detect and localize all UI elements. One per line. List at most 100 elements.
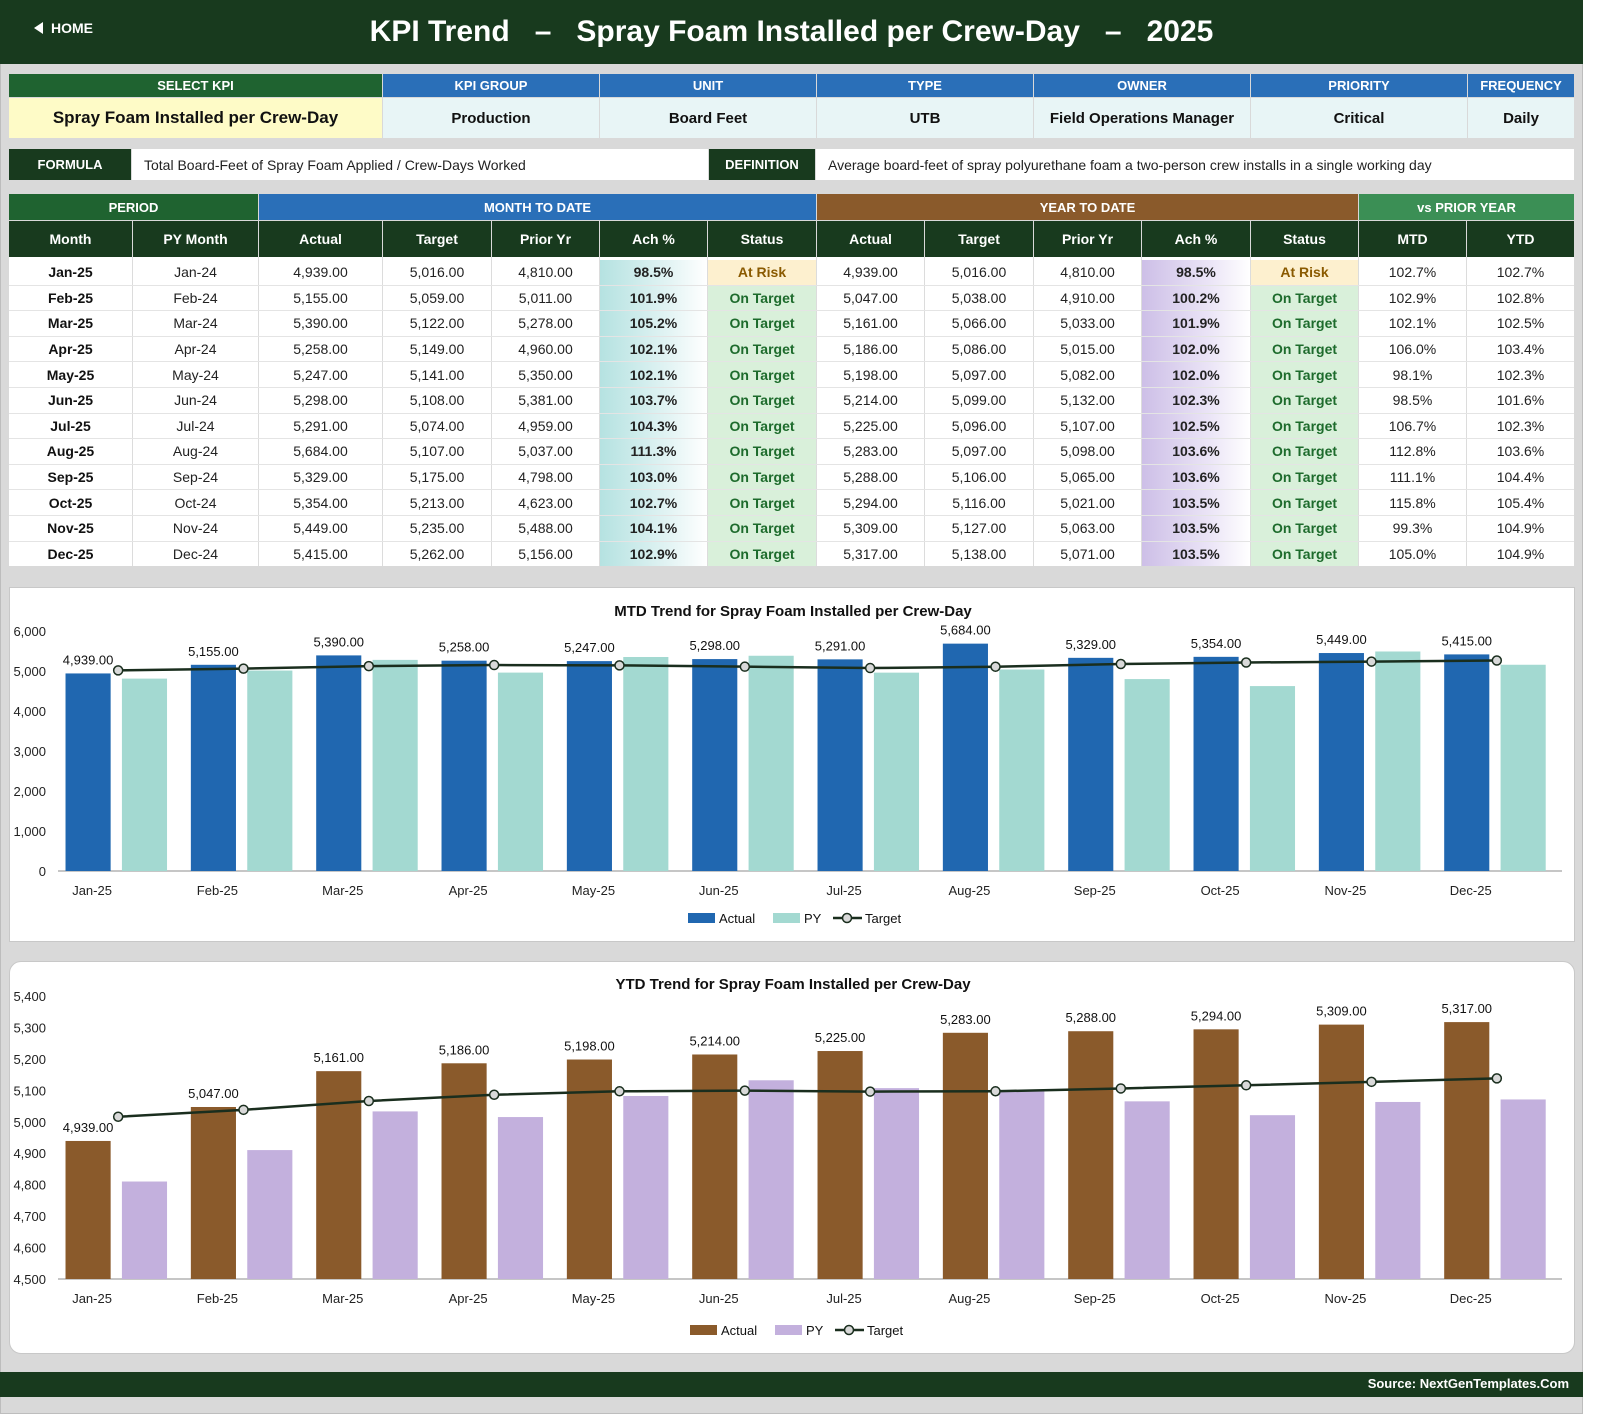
table-cell: 104.4% xyxy=(1496,469,1545,486)
table-cell: 5,016.00 xyxy=(951,264,1007,281)
table-cell: 103.5% xyxy=(1142,490,1250,515)
actual-data-label: 5,258.00 xyxy=(439,640,490,655)
table-cell: 115.8% xyxy=(1389,494,1436,511)
mtd-trend-chart: MTD Trend for Spray Foam Installed per C… xyxy=(13,603,1562,926)
x-tick-label: Apr-25 xyxy=(449,883,488,898)
y-tick-label: 4,500 xyxy=(13,1272,46,1287)
target-marker xyxy=(1240,1080,1252,1091)
actual-bar xyxy=(316,1071,362,1279)
table-gridline xyxy=(258,257,259,566)
table-cell: 103.5% xyxy=(1142,516,1250,541)
table-cell: Nov-24 xyxy=(172,520,219,537)
table-cell: On Target xyxy=(1251,516,1358,541)
x-tick-label: May-25 xyxy=(572,883,615,898)
actual-bar xyxy=(1193,656,1239,871)
table-cell: 102.3% xyxy=(1496,366,1545,383)
table-cell: Dec-24 xyxy=(172,545,219,562)
table-cell: 5,149.00 xyxy=(409,341,465,358)
actual-data-label: 5,283.00 xyxy=(940,1012,991,1027)
y-tick-label: 1,000 xyxy=(13,824,46,839)
priority-header: PRIORITY xyxy=(1251,74,1467,97)
table-cell: 5,381.00 xyxy=(518,392,573,409)
x-tick-label: Sep-25 xyxy=(1074,883,1116,898)
table-cell: 5,262.00 xyxy=(409,545,465,562)
table-cell: 5,037.00 xyxy=(518,443,573,460)
column-header: Prior Yr xyxy=(1034,221,1141,257)
y-tick-label: 4,800 xyxy=(13,1178,46,1193)
type-value: UTB xyxy=(817,98,1033,138)
py-bar xyxy=(497,1117,544,1279)
table-cell: 5,098.00 xyxy=(1060,443,1115,460)
table-cell: 5,415.00 xyxy=(293,545,348,562)
legend-py-swatch xyxy=(775,1325,802,1335)
frequency-header: FREQUENCY xyxy=(1468,74,1574,97)
table-cell: 5,449.00 xyxy=(293,520,348,537)
legend-actual-swatch xyxy=(690,1325,717,1335)
column-header: Status xyxy=(708,221,816,257)
actual-data-label: 5,161.00 xyxy=(313,1050,364,1065)
table-cell: 5,278.00 xyxy=(518,315,573,332)
x-tick-label: Nov-25 xyxy=(1324,883,1366,898)
table-cell: 98.5% xyxy=(1392,392,1433,409)
table-cell: 98.5% xyxy=(1142,260,1250,285)
table-row-divider xyxy=(9,540,1574,542)
table-cell: On Target xyxy=(708,285,816,311)
target-marker xyxy=(990,661,1001,672)
table-cell: On Target xyxy=(1251,336,1358,362)
table-cell: 104.9% xyxy=(1496,545,1545,562)
table-cell: On Target xyxy=(708,516,816,541)
table-cell: 5,161.00 xyxy=(843,315,898,332)
kpi-table-body: Jan-25 Jan-24 4,939.00 5,016.00 4,810.00 98.5… xyxy=(9,257,1574,567)
priority-value: Critical xyxy=(1251,98,1467,138)
x-tick-label: Dec-25 xyxy=(1450,883,1492,898)
unit-header: UNIT xyxy=(600,74,816,97)
home-label: HOME xyxy=(51,20,93,36)
table-gridline xyxy=(491,257,492,566)
home-button[interactable]: HOME xyxy=(34,20,93,36)
period-group-header: PERIOD xyxy=(9,194,258,220)
legend-target-marker xyxy=(843,1324,855,1336)
py-bar xyxy=(1375,651,1421,871)
table-cell: 5,122.00 xyxy=(409,315,465,332)
source-credit: Source: NextGenTemplates.Com xyxy=(1367,1376,1569,1391)
y-tick-label: 6,000 xyxy=(13,624,46,639)
table-cell: 103.0% xyxy=(600,464,707,490)
mtd-group-header: MONTH TO DATE xyxy=(259,194,816,220)
table-cell: On Target xyxy=(1251,311,1358,336)
table-cell: On Target xyxy=(1251,285,1358,311)
table-cell: 5,298.00 xyxy=(293,392,348,409)
y-tick-label: 5,000 xyxy=(13,664,46,679)
column-header: PY Month xyxy=(133,221,258,257)
table-cell: 5,108.00 xyxy=(409,392,465,409)
target-marker xyxy=(614,660,625,671)
table-gridline xyxy=(707,257,708,566)
actual-bar xyxy=(1068,1031,1114,1279)
table-cell: At Risk xyxy=(708,260,816,285)
target-marker xyxy=(488,659,500,671)
actual-data-label: 5,294.00 xyxy=(1191,1008,1242,1023)
table-cell: 5,096.00 xyxy=(951,417,1007,434)
py-bar xyxy=(121,1181,168,1279)
table-cell: Oct-25 xyxy=(48,494,93,511)
table-cell: 5,082.00 xyxy=(1060,366,1115,383)
column-header: YTD xyxy=(1467,221,1574,257)
table-cell: 5,116.00 xyxy=(952,494,1006,511)
table-cell: 5,247.00 xyxy=(293,366,348,383)
target-marker xyxy=(1366,656,1377,667)
py-bar xyxy=(873,672,920,871)
table-cell: 5,317.00 xyxy=(843,545,898,562)
table-cell: On Target xyxy=(1251,464,1358,490)
table-cell: 103.6% xyxy=(1496,443,1545,460)
x-tick-label: Jun-25 xyxy=(699,883,739,898)
actual-data-label: 5,214.00 xyxy=(689,1033,740,1048)
column-header: Month xyxy=(9,221,132,257)
table-row-divider xyxy=(9,463,1574,465)
select-kpi-value[interactable]: Spray Foam Installed per Crew-Day xyxy=(9,98,382,138)
legend-target-label: Target xyxy=(865,911,902,926)
target-marker xyxy=(363,660,375,672)
table-cell: 4,939.00 xyxy=(843,264,898,281)
table-cell: 102.5% xyxy=(1496,315,1545,332)
actual-bar xyxy=(942,1032,988,1279)
mtd-chart-panel: MTD Trend for Spray Foam Installed per C… xyxy=(9,587,1575,942)
target-marker xyxy=(112,1111,124,1122)
